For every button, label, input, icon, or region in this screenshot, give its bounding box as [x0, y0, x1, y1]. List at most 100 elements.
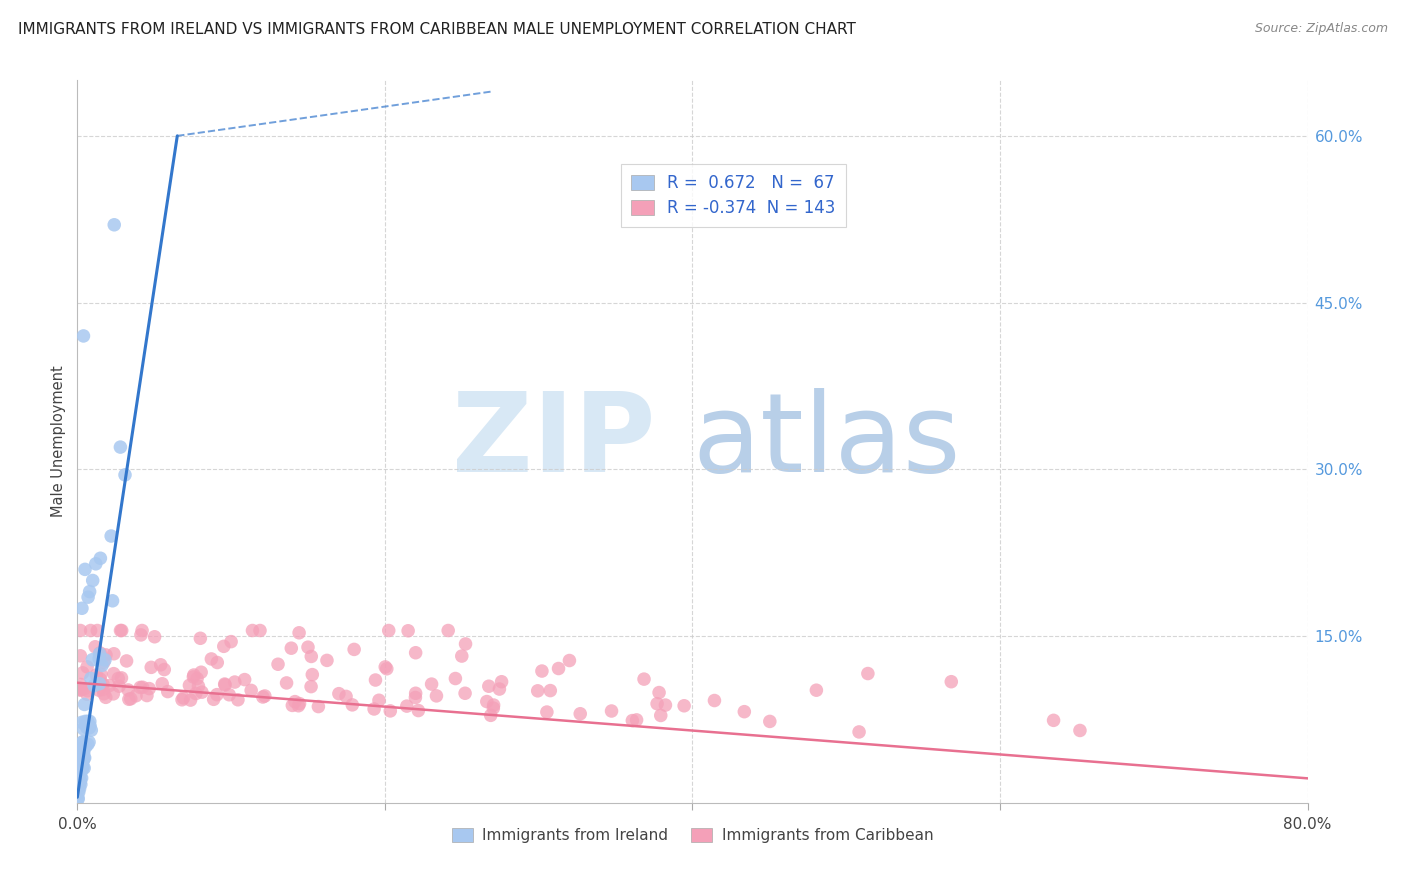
- Point: [76, 660, 98, 674]
- Point: [186, 672, 208, 686]
- Point: [73, 698, 96, 712]
- Point: [69, 774, 91, 789]
- Point: [89, 676, 111, 690]
- Point: [69, 677, 91, 691]
- Point: [536, 705, 558, 719]
- Point: [149, 657, 172, 672]
- Point: [70, 771, 93, 785]
- Point: [191, 685, 214, 699]
- Point: [848, 725, 870, 739]
- Point: [547, 661, 569, 675]
- Point: [626, 713, 648, 727]
- Point: [73, 562, 96, 576]
- Point: [115, 654, 138, 668]
- Point: [202, 692, 225, 706]
- Point: [73, 750, 96, 764]
- Legend: Immigrants from Ireland, Immigrants from Caribbean: Immigrants from Ireland, Immigrants from…: [446, 822, 939, 849]
- Point: [179, 678, 201, 692]
- Point: [70, 743, 93, 757]
- Point: [66, 767, 89, 781]
- Point: [76, 721, 98, 735]
- Point: [73, 751, 96, 765]
- Point: [69, 682, 91, 697]
- Point: [125, 689, 148, 703]
- Point: [69, 777, 91, 791]
- Point: [90, 667, 112, 681]
- Point: [1042, 714, 1064, 728]
- Point: [131, 680, 153, 694]
- Point: [224, 675, 246, 690]
- Point: [299, 649, 322, 664]
- Point: [180, 693, 202, 707]
- Point: [219, 634, 242, 648]
- Point: [941, 674, 963, 689]
- Point: [335, 690, 357, 704]
- Point: [91, 658, 114, 673]
- Point: [89, 551, 111, 566]
- Point: [450, 649, 472, 664]
- Point: [284, 695, 307, 709]
- Point: [408, 704, 430, 718]
- Point: [120, 691, 142, 706]
- Point: [328, 687, 350, 701]
- Point: [288, 625, 311, 640]
- Point: [89, 651, 111, 665]
- Point: [72, 752, 94, 766]
- Point: [76, 687, 98, 701]
- Point: [218, 688, 240, 702]
- Point: [76, 737, 98, 751]
- Point: [98, 679, 121, 693]
- Point: [69, 773, 91, 788]
- Point: [226, 692, 249, 706]
- Point: [364, 673, 387, 687]
- Point: [79, 714, 101, 729]
- Point: [77, 721, 100, 735]
- Point: [645, 697, 668, 711]
- Point: [72, 734, 94, 748]
- Point: [759, 714, 782, 729]
- Point: [475, 694, 498, 708]
- Point: [77, 735, 100, 749]
- Point: [72, 735, 94, 749]
- Point: [83, 679, 105, 693]
- Point: [100, 529, 122, 543]
- Point: [110, 671, 132, 685]
- Point: [103, 647, 125, 661]
- Point: [249, 624, 271, 638]
- Point: [482, 698, 505, 712]
- Point: [77, 590, 100, 604]
- Point: [342, 698, 364, 712]
- Point: [82, 574, 104, 588]
- Point: [307, 699, 329, 714]
- Point: [72, 665, 94, 680]
- Point: [94, 648, 117, 662]
- Point: [73, 740, 96, 755]
- Point: [648, 685, 671, 699]
- Point: [111, 624, 134, 638]
- Point: [252, 690, 274, 704]
- Point: [93, 687, 115, 701]
- Point: [600, 704, 623, 718]
- Point: [93, 655, 115, 669]
- Point: [103, 218, 125, 232]
- Point: [242, 624, 264, 638]
- Text: atlas: atlas: [693, 388, 960, 495]
- Point: [70, 715, 93, 730]
- Point: [395, 699, 418, 714]
- Point: [377, 624, 399, 638]
- Point: [488, 681, 510, 696]
- Point: [368, 693, 391, 707]
- Point: [84, 557, 107, 571]
- Point: [297, 640, 319, 655]
- Point: [1069, 723, 1091, 738]
- Point: [188, 632, 212, 646]
- Point: [136, 689, 159, 703]
- Point: [80, 672, 103, 686]
- Point: [129, 628, 152, 642]
- Point: [673, 698, 696, 713]
- Point: [454, 637, 477, 651]
- Point: [91, 677, 114, 691]
- Point: [76, 720, 98, 734]
- Point: [205, 688, 228, 702]
- Point: [103, 666, 125, 681]
